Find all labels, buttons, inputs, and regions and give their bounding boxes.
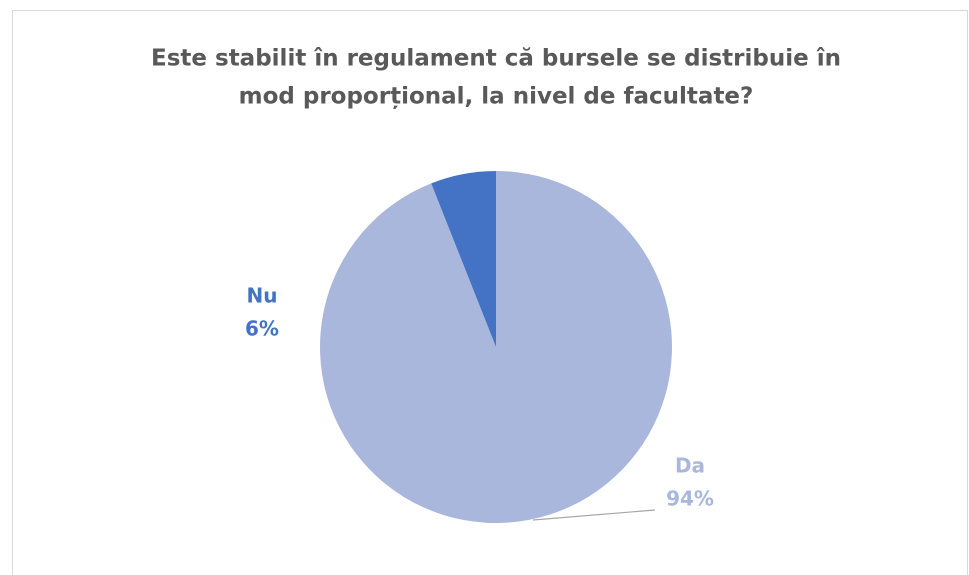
pie-slice: [431, 171, 496, 347]
chart-title: mod proporțional, la nivel de facultate?: [239, 84, 754, 110]
data-label-category: Nu: [247, 284, 278, 308]
data-label-value: 94%: [666, 487, 714, 511]
data-label-value: 6%: [245, 317, 279, 341]
pie-slice: [320, 171, 672, 524]
data-label-category: Da: [675, 454, 705, 478]
chart-title: Este stabilit în regulament că bursele s…: [151, 46, 841, 72]
leader-line: [532, 509, 656, 521]
